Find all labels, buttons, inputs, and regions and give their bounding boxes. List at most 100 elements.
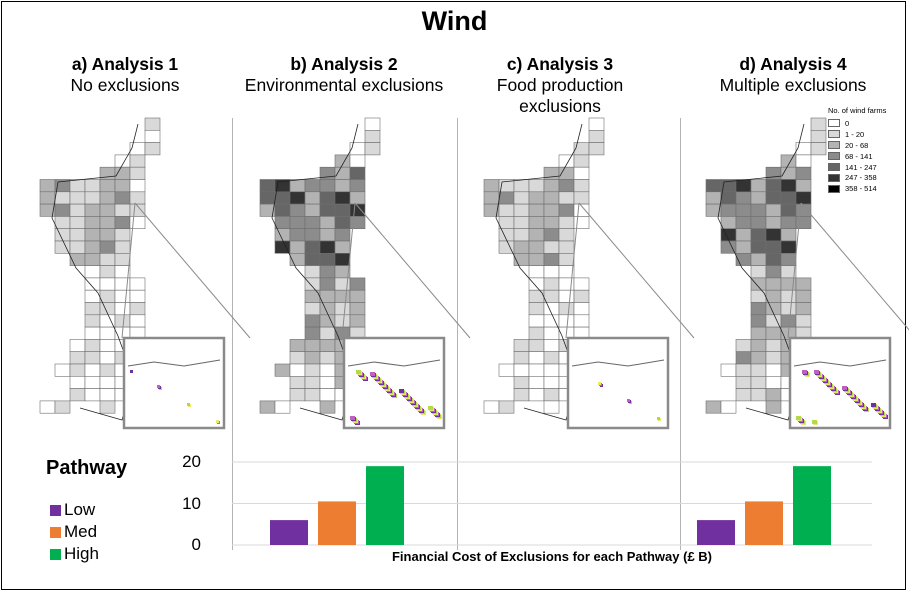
y-tick-label: 20: [182, 452, 201, 471]
legend-swatch-high: [50, 548, 61, 560]
map-grid-cell: [274, 400, 291, 414]
map-inset: [342, 336, 446, 430]
inset-wind-cell: [812, 420, 817, 424]
bar-med-1: [318, 501, 356, 545]
panel-separator: [232, 118, 233, 550]
inset-coastline: [571, 359, 665, 367]
inset-wind-cell: [814, 370, 819, 374]
y-tick-label: 0: [191, 535, 201, 554]
panel-d-title: d) Analysis 4: [739, 54, 847, 74]
legend-label-med: Med: [64, 522, 98, 541]
map-grid-cell: [54, 400, 71, 414]
map-panel-b: [259, 117, 471, 430]
panel-a-title: a) Analysis 1: [71, 54, 179, 74]
panel-a-subtitle: No exclusions: [70, 75, 180, 95]
inset-wind-cell: [598, 382, 601, 385]
inset-wind-cell: [802, 370, 807, 374]
legend-label-high: High: [64, 544, 99, 563]
map-grid-cell: [319, 400, 336, 414]
map-legend-label: 68 - 141: [845, 151, 873, 161]
inset-leader-line: [341, 202, 356, 339]
panel-b-subtitle: Environmental exclusions: [244, 75, 444, 95]
inset-wind-cell: [842, 386, 847, 390]
map-grid-cell: [99, 400, 116, 414]
inset-wind-cell: [871, 403, 876, 407]
map-grid-cell: [144, 142, 161, 156]
map-inset: [566, 336, 670, 430]
inset-wind-cell: [216, 420, 219, 423]
map-legend-label: 141 - 247: [845, 162, 877, 172]
panel-b-title: b) Analysis 2: [290, 54, 398, 74]
inset-wind-cell: [627, 399, 630, 402]
map-inset: [788, 336, 892, 430]
map-legend-title: No. of wind farms: [828, 106, 887, 115]
map-inset: [122, 336, 226, 430]
legend-swatch-low: [50, 504, 61, 516]
map-legend-swatch: [828, 130, 840, 139]
legend-item-low: Low: [50, 500, 95, 520]
map-legend-swatch: [828, 184, 840, 193]
inset-wind-cell: [796, 416, 801, 420]
map-panel-d: [705, 117, 909, 430]
panel-c-heading: c) Analysis 3 Food production exclusions: [460, 54, 660, 117]
map-legend-swatch: [828, 141, 840, 150]
map-legend-item: 1 - 20: [828, 129, 886, 140]
map-panel-a: [39, 117, 251, 430]
map-grid-cell: [720, 400, 737, 414]
panel-d-heading: d) Analysis 4 Multiple exclusions: [683, 54, 903, 96]
x-axis-label: Financial Cost of Exclusions for each Pa…: [391, 549, 713, 564]
bar-low-3: [697, 520, 735, 545]
inset-coastline: [347, 359, 441, 367]
panel-c-subtitle: Food production exclusions: [496, 75, 624, 116]
inset-wind-cell: [657, 417, 660, 420]
map-legend-label: 20 - 68: [845, 140, 869, 150]
map-legend-item: 20 - 68: [828, 140, 886, 151]
map-legend-item: 68 - 141: [828, 151, 886, 162]
inset-coastline: [127, 359, 221, 367]
inset-wind-cell: [356, 370, 361, 374]
map-panel-c: [483, 117, 695, 430]
inset-wind-cell: [157, 385, 160, 388]
inset-wind-cell: [130, 370, 133, 373]
bar-low-1: [270, 520, 308, 545]
map-legend-swatch: [828, 163, 840, 171]
bar-high-1: [366, 466, 404, 545]
map-legend-item: 0: [828, 118, 886, 129]
y-tick-label: 10: [182, 493, 201, 513]
map-grid-cell: [543, 400, 560, 414]
inset-leader-line: [800, 202, 909, 331]
inset-coastline: [793, 359, 887, 367]
pathway-legend-title: Pathway: [46, 457, 128, 479]
inset-leader-line: [354, 202, 471, 339]
figure-title: Wind: [421, 6, 488, 36]
legend-item-high: High: [50, 544, 99, 564]
panel-separator: [457, 118, 458, 550]
inset-leader-line: [578, 202, 695, 339]
inset-wind-cell: [350, 416, 355, 420]
map-legend-label: 0: [845, 118, 850, 128]
inset-leader-line: [134, 202, 251, 339]
map-legend-label: 358 - 514: [845, 184, 877, 194]
map-legend-item: 247 - 358: [828, 172, 886, 183]
inset-leader-line: [787, 202, 802, 339]
map-grid-cell: [765, 400, 782, 414]
map-legend-swatch: [828, 152, 840, 161]
map-grid-cell: [588, 142, 605, 156]
panel-d-subtitle: Multiple exclusions: [719, 75, 867, 95]
panel-c-title: c) Analysis 3: [506, 54, 614, 74]
inset-leader-line: [121, 202, 136, 339]
map-legend-swatch: [828, 173, 840, 182]
bar-high-3: [793, 466, 831, 545]
inset-wind-cell: [187, 403, 190, 406]
inset-leader-line: [565, 202, 580, 339]
panel-b-heading: b) Analysis 2 Environmental exclusions: [234, 54, 454, 96]
legend-swatch-med: [50, 526, 61, 538]
bar-med-3: [745, 501, 783, 545]
map-legend-label: 1 - 20: [845, 129, 865, 139]
map-grid-cell: [364, 142, 381, 156]
panel-a-heading: a) Analysis 1 No exclusions: [15, 54, 235, 96]
legend-item-med: Med: [50, 522, 97, 542]
